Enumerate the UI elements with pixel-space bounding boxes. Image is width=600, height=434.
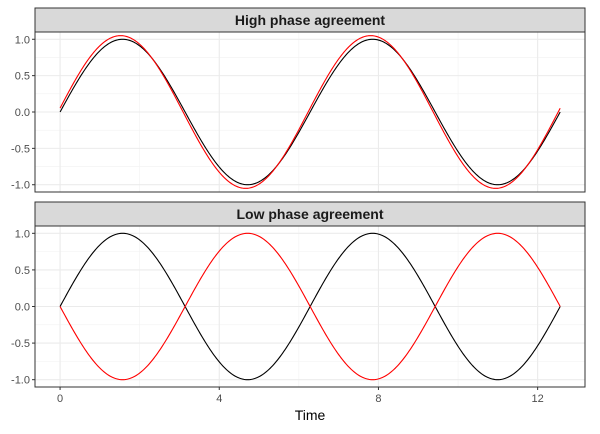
x-tick-label: 8: [375, 393, 381, 405]
y-tick-label: 0.5: [15, 265, 30, 277]
x-tick-label: 12: [532, 393, 544, 405]
panel-title: High phase agreement: [235, 12, 385, 28]
y-tick-label: 0.0: [15, 107, 30, 119]
series-line-red: [59, 35, 561, 189]
y-tick-label: -0.5: [11, 338, 30, 350]
y-tick-label: -1.0: [11, 375, 30, 387]
x-tick-label: 4: [216, 393, 222, 405]
y-tick-label: 1.0: [15, 34, 30, 46]
y-tick-label: 1.0: [15, 228, 30, 240]
panel-strip: [34, 201, 586, 227]
panel-strip: [34, 7, 586, 33]
y-tick-label: 0.0: [15, 302, 30, 314]
y-tick-label: -0.5: [11, 143, 30, 155]
x-tick-label: 0: [57, 393, 63, 405]
series-line-red: [59, 232, 561, 381]
y-tick-label: 0.5: [15, 71, 30, 83]
y-tick-label: -1.0: [11, 180, 30, 192]
series-line-black: [59, 38, 561, 186]
x-axis-title: Time: [295, 407, 326, 423]
panel-title: Low phase agreement: [236, 206, 383, 222]
